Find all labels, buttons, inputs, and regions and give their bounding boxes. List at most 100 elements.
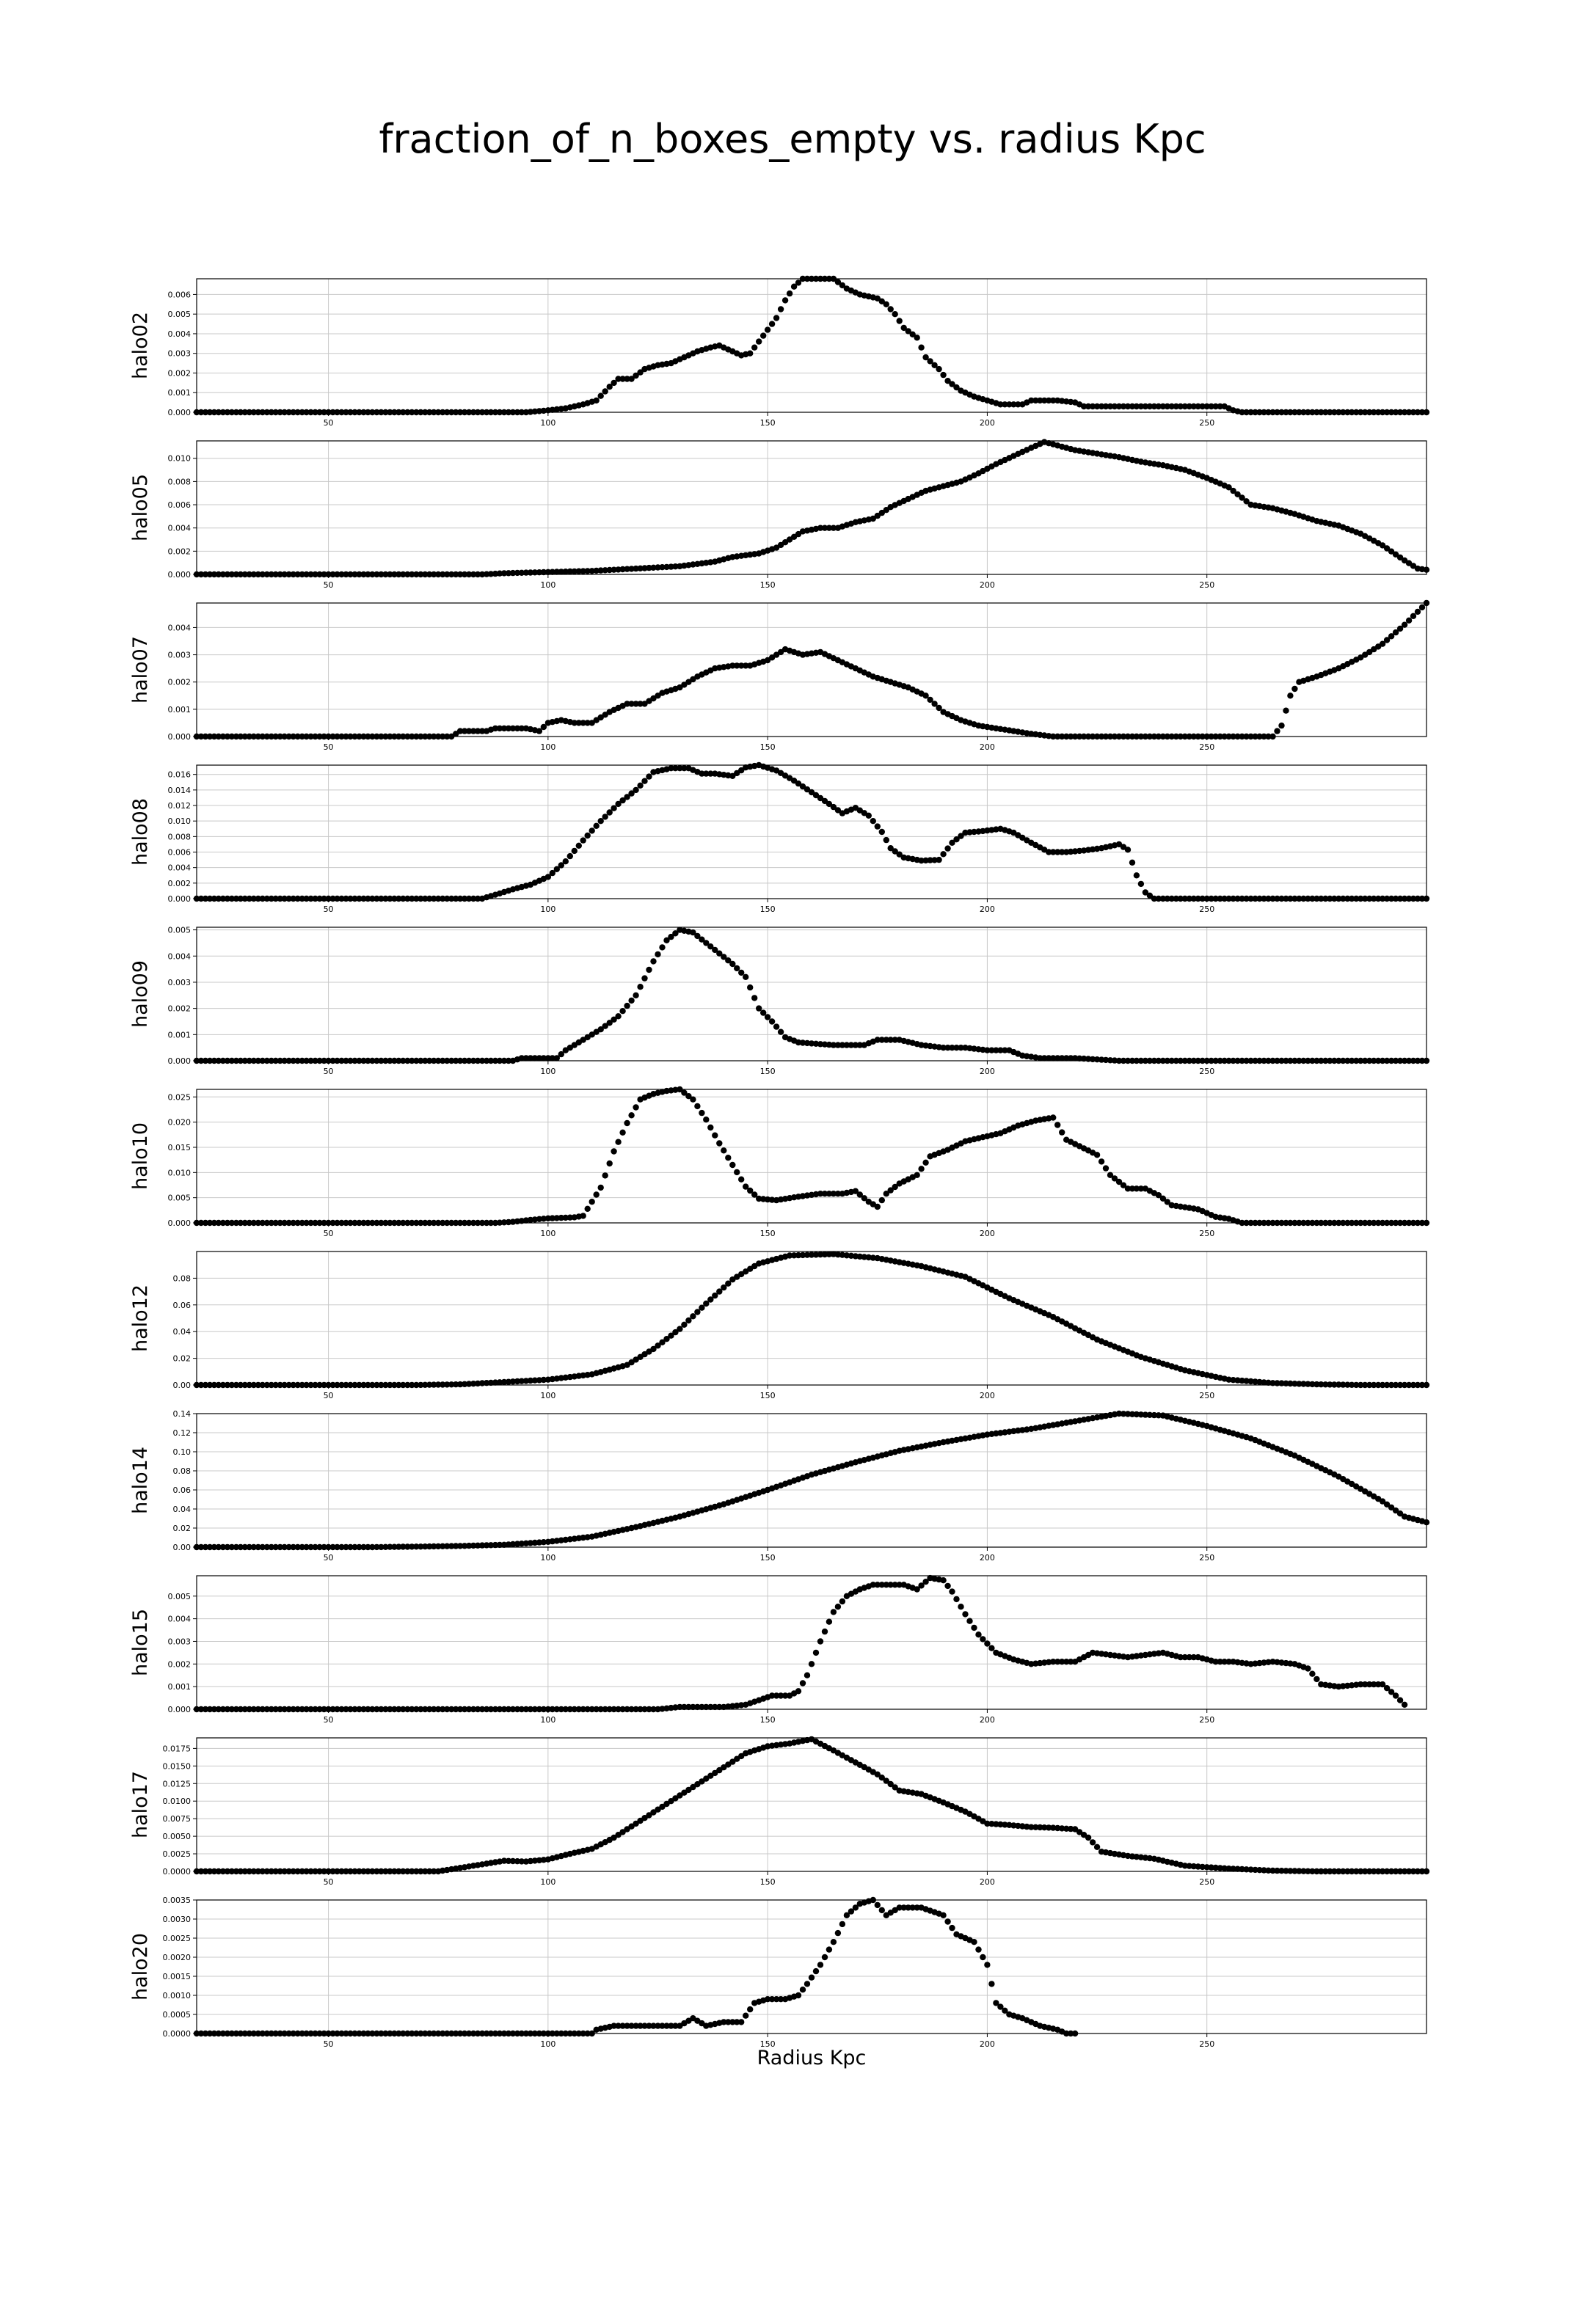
data-point xyxy=(347,1219,354,1227)
data-point xyxy=(712,1292,718,1299)
data-point xyxy=(391,1706,398,1713)
data-point xyxy=(312,895,318,902)
x-tick-label: 50 xyxy=(324,1715,334,1725)
data-point xyxy=(505,2030,512,2037)
data-point xyxy=(461,409,468,416)
x-tick-label: 100 xyxy=(540,1553,555,1563)
data-point xyxy=(1203,733,1210,740)
y-tick-label: 0.003 xyxy=(168,651,192,660)
data-point xyxy=(496,1541,503,1549)
data-point xyxy=(215,571,222,578)
y-axis-label-halo12: halo12 xyxy=(129,1285,152,1352)
data-point xyxy=(650,1809,657,1816)
data-point xyxy=(211,1706,218,1713)
data-point xyxy=(1155,1412,1162,1419)
data-point xyxy=(527,569,534,576)
data-point xyxy=(1405,895,1413,902)
data-point xyxy=(290,1706,296,1713)
data-point xyxy=(422,1706,429,1713)
data-point xyxy=(285,1219,292,1227)
data-point xyxy=(900,324,907,332)
data-point xyxy=(878,828,886,836)
data-point xyxy=(1265,1219,1272,1227)
x-tick-label: 250 xyxy=(1199,742,1214,752)
data-point xyxy=(821,1191,828,1197)
data-point xyxy=(413,1381,420,1389)
data-point xyxy=(773,315,780,321)
data-point xyxy=(777,541,784,549)
data-point xyxy=(418,1706,424,1713)
x-tick-label: 150 xyxy=(760,1877,776,1887)
data-point xyxy=(1076,1829,1083,1835)
data-point xyxy=(409,1057,415,1064)
data-point xyxy=(988,1981,995,1987)
data-point xyxy=(637,369,644,376)
data-point xyxy=(677,1703,683,1711)
data-point xyxy=(1336,1868,1342,1875)
data-point xyxy=(536,2030,543,2037)
data-point xyxy=(936,704,942,712)
data-point xyxy=(215,1706,222,1713)
data-point xyxy=(246,1868,252,1875)
data-point xyxy=(1327,895,1333,902)
data-point xyxy=(1256,1219,1263,1227)
data-point xyxy=(812,275,820,282)
data-point xyxy=(817,525,824,531)
data-point xyxy=(307,1381,314,1389)
data-point xyxy=(1371,646,1377,653)
data-point xyxy=(1327,1057,1333,1064)
data-point xyxy=(1010,401,1017,408)
data-point xyxy=(558,1050,564,1058)
data-point xyxy=(892,1582,898,1588)
data-point xyxy=(500,1219,508,1226)
data-point xyxy=(378,571,385,578)
data-point xyxy=(233,733,240,740)
data-point xyxy=(712,1769,718,1777)
data-point xyxy=(602,1706,608,1713)
data-point xyxy=(487,2030,495,2037)
data-point xyxy=(655,1806,661,1813)
data-point xyxy=(611,1834,617,1841)
y-tick-label: 0.005 xyxy=(168,1194,192,1203)
data-point xyxy=(1283,895,1289,902)
data-point xyxy=(246,1543,252,1551)
data-point xyxy=(1230,1377,1236,1384)
series-halo08 xyxy=(193,761,1430,902)
data-point xyxy=(1313,895,1320,902)
data-point xyxy=(1217,1057,1223,1064)
data-point xyxy=(343,1057,349,1064)
data-point xyxy=(540,569,547,576)
data-point xyxy=(1050,849,1057,855)
data-point xyxy=(277,1706,283,1713)
data-point xyxy=(531,1857,539,1864)
data-point xyxy=(518,1541,525,1547)
data-point xyxy=(1093,733,1101,740)
data-point xyxy=(215,1543,222,1551)
y-tick-label: 0.0050 xyxy=(163,1832,192,1841)
data-point xyxy=(619,2022,626,2029)
data-point xyxy=(1401,621,1408,628)
data-point xyxy=(830,1042,837,1048)
data-point xyxy=(285,1543,292,1551)
data-point xyxy=(1418,409,1426,416)
data-point xyxy=(474,2030,481,2037)
data-point xyxy=(518,1706,525,1713)
data-point xyxy=(382,2030,389,2037)
data-point xyxy=(478,728,486,734)
data-point xyxy=(1063,1659,1070,1665)
y-tick-label: 0.0020 xyxy=(163,1953,192,1962)
data-point xyxy=(940,851,947,858)
data-point xyxy=(224,733,231,740)
data-point xyxy=(409,2030,415,2037)
data-point xyxy=(396,1543,402,1550)
data-point xyxy=(268,2030,274,2037)
data-point xyxy=(1349,1219,1355,1227)
data-point xyxy=(878,1775,886,1781)
data-point xyxy=(1208,403,1214,410)
data-point xyxy=(1168,403,1176,410)
y-tick-label: 0.016 xyxy=(168,770,192,780)
data-point xyxy=(1362,1381,1369,1389)
data-point xyxy=(1287,1868,1294,1874)
data-point xyxy=(492,570,499,577)
data-point xyxy=(426,1057,433,1064)
